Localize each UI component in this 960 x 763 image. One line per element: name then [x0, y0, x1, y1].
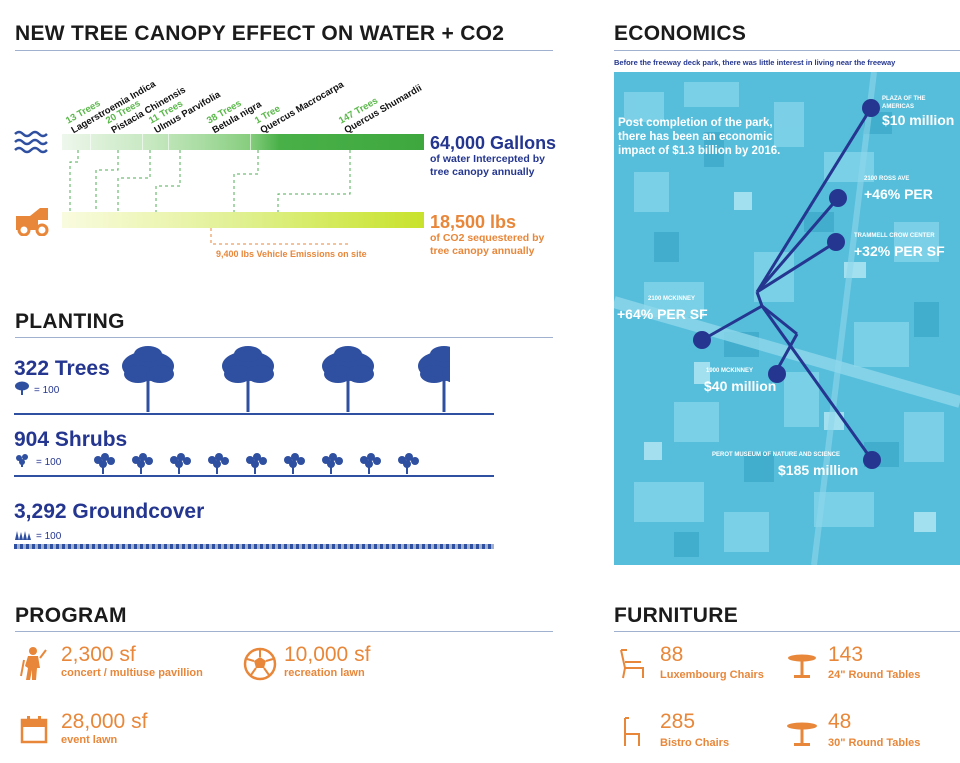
program-value: 10,000 sf: [284, 643, 371, 666]
soccer-ball-icon: [243, 647, 277, 681]
program-label: event lawn: [61, 734, 118, 746]
econ-point-value: $185 million: [778, 462, 859, 478]
program-label: recreation lawn: [284, 667, 365, 679]
program-value: 28,000 sf: [61, 710, 148, 733]
canopy-title: NEW TREE CANOPY EFFECT ON WATER + CO2: [15, 22, 505, 45]
furniture-value: 48: [828, 710, 852, 733]
furniture-value: 143: [828, 643, 864, 666]
econ-point-value: +46% PER: [864, 186, 933, 202]
furniture-label: Bistro Chairs: [660, 737, 730, 749]
program-value: 2,300 sf: [61, 643, 136, 666]
bar-divider: [90, 134, 91, 150]
economics-note: Post completion of the park, there has be…: [618, 117, 781, 157]
furniture-label: Luxembourg Chairs: [660, 669, 764, 681]
aerial-map-texture: [614, 72, 960, 565]
trees-count: 322 Trees: [14, 357, 110, 380]
econ-point-name: 2100 MCKINNEY: [648, 296, 696, 302]
water-waves-icon: [14, 130, 48, 154]
economics-title: ECONOMICS: [614, 22, 747, 45]
economics-rule: [614, 50, 960, 51]
co2-desc: of CO2 sequestered by tree canopy annuall…: [430, 232, 545, 257]
econ-point-name: PEROT MUSEUM OF NATURE AND SCIENCE: [712, 452, 841, 458]
econ-point-value: $40 million: [704, 378, 777, 394]
econ-point-name: PLAZA OF THE AMERICAS: [882, 96, 926, 110]
tree-icons-row: [122, 346, 450, 412]
furniture-rule: [614, 631, 960, 632]
tree-label: 1 Tree Quercus Macrocarpa: [253, 79, 346, 137]
water-value: 64,000 Gallons: [430, 133, 557, 153]
bar-divider: [142, 134, 143, 150]
tree-legend-text: = 100: [34, 385, 60, 396]
groundcover-count: 3,292 Groundcover: [14, 500, 205, 523]
bar-divider: [168, 134, 169, 150]
tree-label: 147 Trees Quercus Shumardii: [337, 82, 424, 137]
round-table-icon: [787, 722, 817, 746]
tree-legend-icon: [15, 381, 29, 395]
co2-value: 18,500 lbs: [430, 212, 517, 232]
econ-point-value: +32% PER SF: [854, 243, 945, 259]
canopy-connectors: [69, 150, 351, 212]
bistro-chair-icon: [624, 717, 640, 746]
water-desc: of water Intercepted by tree canopy annua…: [430, 153, 545, 178]
tree-icon: [222, 346, 274, 412]
emissions-bracket: [210, 228, 350, 245]
canopy-rule: [15, 50, 553, 51]
performer-icon: [20, 647, 47, 680]
economics-map: [614, 72, 960, 565]
program-title: PROGRAM: [15, 604, 127, 627]
program-label: concert / multiuse pavillion: [61, 667, 203, 679]
shrubs-baseline: [14, 475, 494, 477]
trees-baseline: [14, 413, 494, 415]
groundcover-legend-text: = 100: [36, 531, 62, 542]
round-table-icon: [788, 654, 816, 678]
tree-icon: [322, 346, 374, 412]
shrub-legend-icon: [16, 454, 28, 467]
co2-bar: [62, 212, 424, 228]
furniture-label: 30" Round Tables: [828, 737, 921, 749]
water-bar: [62, 134, 424, 150]
groundcover-legend-icon: [15, 531, 31, 540]
economics-network: [693, 99, 881, 469]
shrub-legend-text: = 100: [36, 457, 62, 468]
furniture-title: FURNITURE: [614, 604, 739, 627]
furniture-label: 24" Round Tables: [828, 669, 921, 681]
econ-point-name: 2100 ROSS AVE: [864, 176, 910, 182]
tree-icon: [122, 346, 174, 412]
planting-rule: [15, 337, 553, 338]
furniture-value: 285: [660, 710, 696, 733]
furniture-value: 88: [660, 643, 684, 666]
econ-point-value: $10 million: [882, 112, 955, 128]
program-rule: [15, 631, 553, 632]
econ-point-value: +64% PER SF: [617, 306, 708, 322]
econ-point-name: TRAMMELL CROW CENTER: [854, 233, 935, 239]
calendar-icon: [20, 716, 48, 744]
planting-title: PLANTING: [15, 310, 125, 333]
lounge-chair-icon: [620, 649, 644, 679]
econ-point-name: 1900 MCKINNEY: [706, 368, 754, 374]
groundcover-strip: [14, 544, 494, 549]
economics-intro: Before the freeway deck park, there was …: [614, 58, 896, 67]
bar-divider: [250, 134, 251, 150]
vehicle-icon: [16, 208, 49, 236]
shrubs-count: 904 Shrubs: [14, 428, 128, 451]
vehicle-emissions-label: 9,400 lbs Vehicle Emissions on site: [216, 249, 367, 259]
